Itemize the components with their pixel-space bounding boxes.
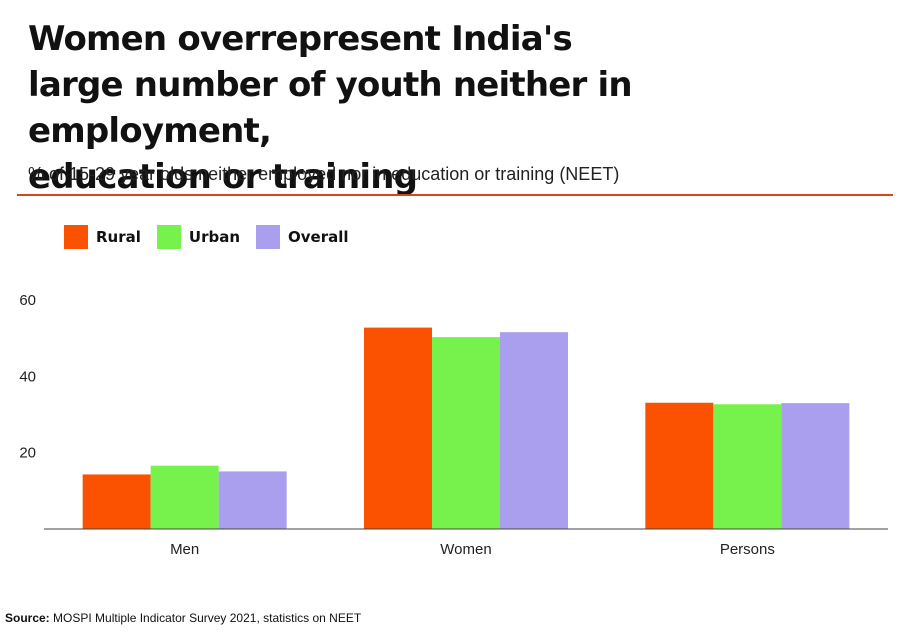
legend-label-overall: Overall: [288, 228, 349, 246]
legend-label-rural: Rural: [96, 228, 141, 246]
bar-women-overall: [500, 332, 568, 529]
legend-swatch-urban: [156, 225, 181, 249]
title-divider: [17, 194, 893, 196]
legend-label-urban: Urban: [188, 228, 241, 246]
bar-persons-rural: [645, 402, 714, 529]
legend-swatch-overall: [256, 225, 281, 249]
bar-women-rural: [364, 327, 432, 529]
bar-persons-overall: [781, 403, 850, 529]
chart-title: Women overrepresent India's large number…: [28, 16, 878, 200]
y-tick-label-20: 20: [19, 445, 36, 462]
y-tick-label-40: 40: [19, 368, 36, 385]
x-tick-label-persons: Persons: [720, 541, 775, 558]
bar-men-rural: [82, 474, 151, 529]
title-line-2: large number of youth neither in employm…: [28, 65, 633, 151]
x-tick-label-women: Women: [440, 541, 491, 558]
legend: Rural Urban Overall: [64, 225, 365, 249]
legend-item-overall: Overall: [256, 225, 349, 249]
title-line-3: education or training: [28, 157, 418, 197]
title-line-1: Women overrepresent India's: [28, 19, 573, 59]
bar-persons-urban: [713, 404, 782, 529]
source-note: Source: MOSPI Multiple Indicator Survey …: [5, 611, 361, 625]
legend-item-rural: Rural: [64, 225, 141, 249]
bar-women-urban: [432, 337, 500, 529]
source-label: Source:: [5, 611, 50, 625]
y-tick-label-60: 60: [19, 292, 36, 309]
source-text: MOSPI Multiple Indicator Survey 2021, st…: [53, 611, 362, 625]
legend-swatch-rural: [64, 225, 88, 249]
chart-subtitle: % of 15-29 year olds neither employed no…: [28, 164, 620, 184]
x-tick-label-men: Men: [170, 541, 199, 558]
legend-item-urban: Urban: [156, 225, 241, 249]
bar-men-urban: [150, 465, 219, 529]
bar-men-overall: [218, 471, 287, 529]
